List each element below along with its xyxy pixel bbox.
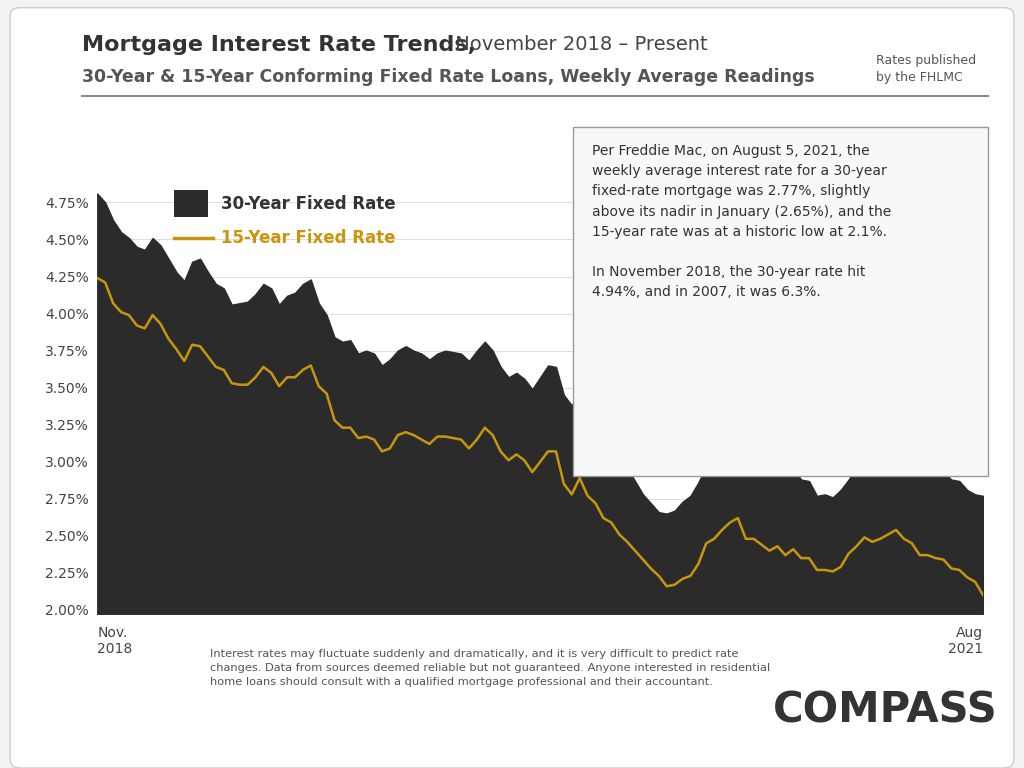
Text: Aug
2021: Aug 2021 [948,626,983,656]
Text: COMPASS: COMPASS [773,690,997,731]
Text: November 2018 – Present: November 2018 – Present [449,35,708,54]
Text: Interest rates may fluctuate suddenly and dramatically, and it is very difficult: Interest rates may fluctuate suddenly an… [210,649,770,687]
Text: Rates published
by the FHLMC: Rates published by the FHLMC [876,54,976,84]
Text: Per Freddie Mac, on August 5, 2021, the
weekly average interest rate for a 30-ye: Per Freddie Mac, on August 5, 2021, the … [592,144,891,299]
Text: 30-Year Fixed Rate: 30-Year Fixed Rate [221,194,396,213]
Text: Mortgage Interest Rate Trends,: Mortgage Interest Rate Trends, [82,35,476,55]
Text: 30-Year & 15-Year Conforming Fixed Rate Loans, Weekly Average Readings: 30-Year & 15-Year Conforming Fixed Rate … [82,68,815,85]
Text: Nov.
2018: Nov. 2018 [97,626,132,656]
Text: 15-Year Fixed Rate: 15-Year Fixed Rate [221,229,395,247]
